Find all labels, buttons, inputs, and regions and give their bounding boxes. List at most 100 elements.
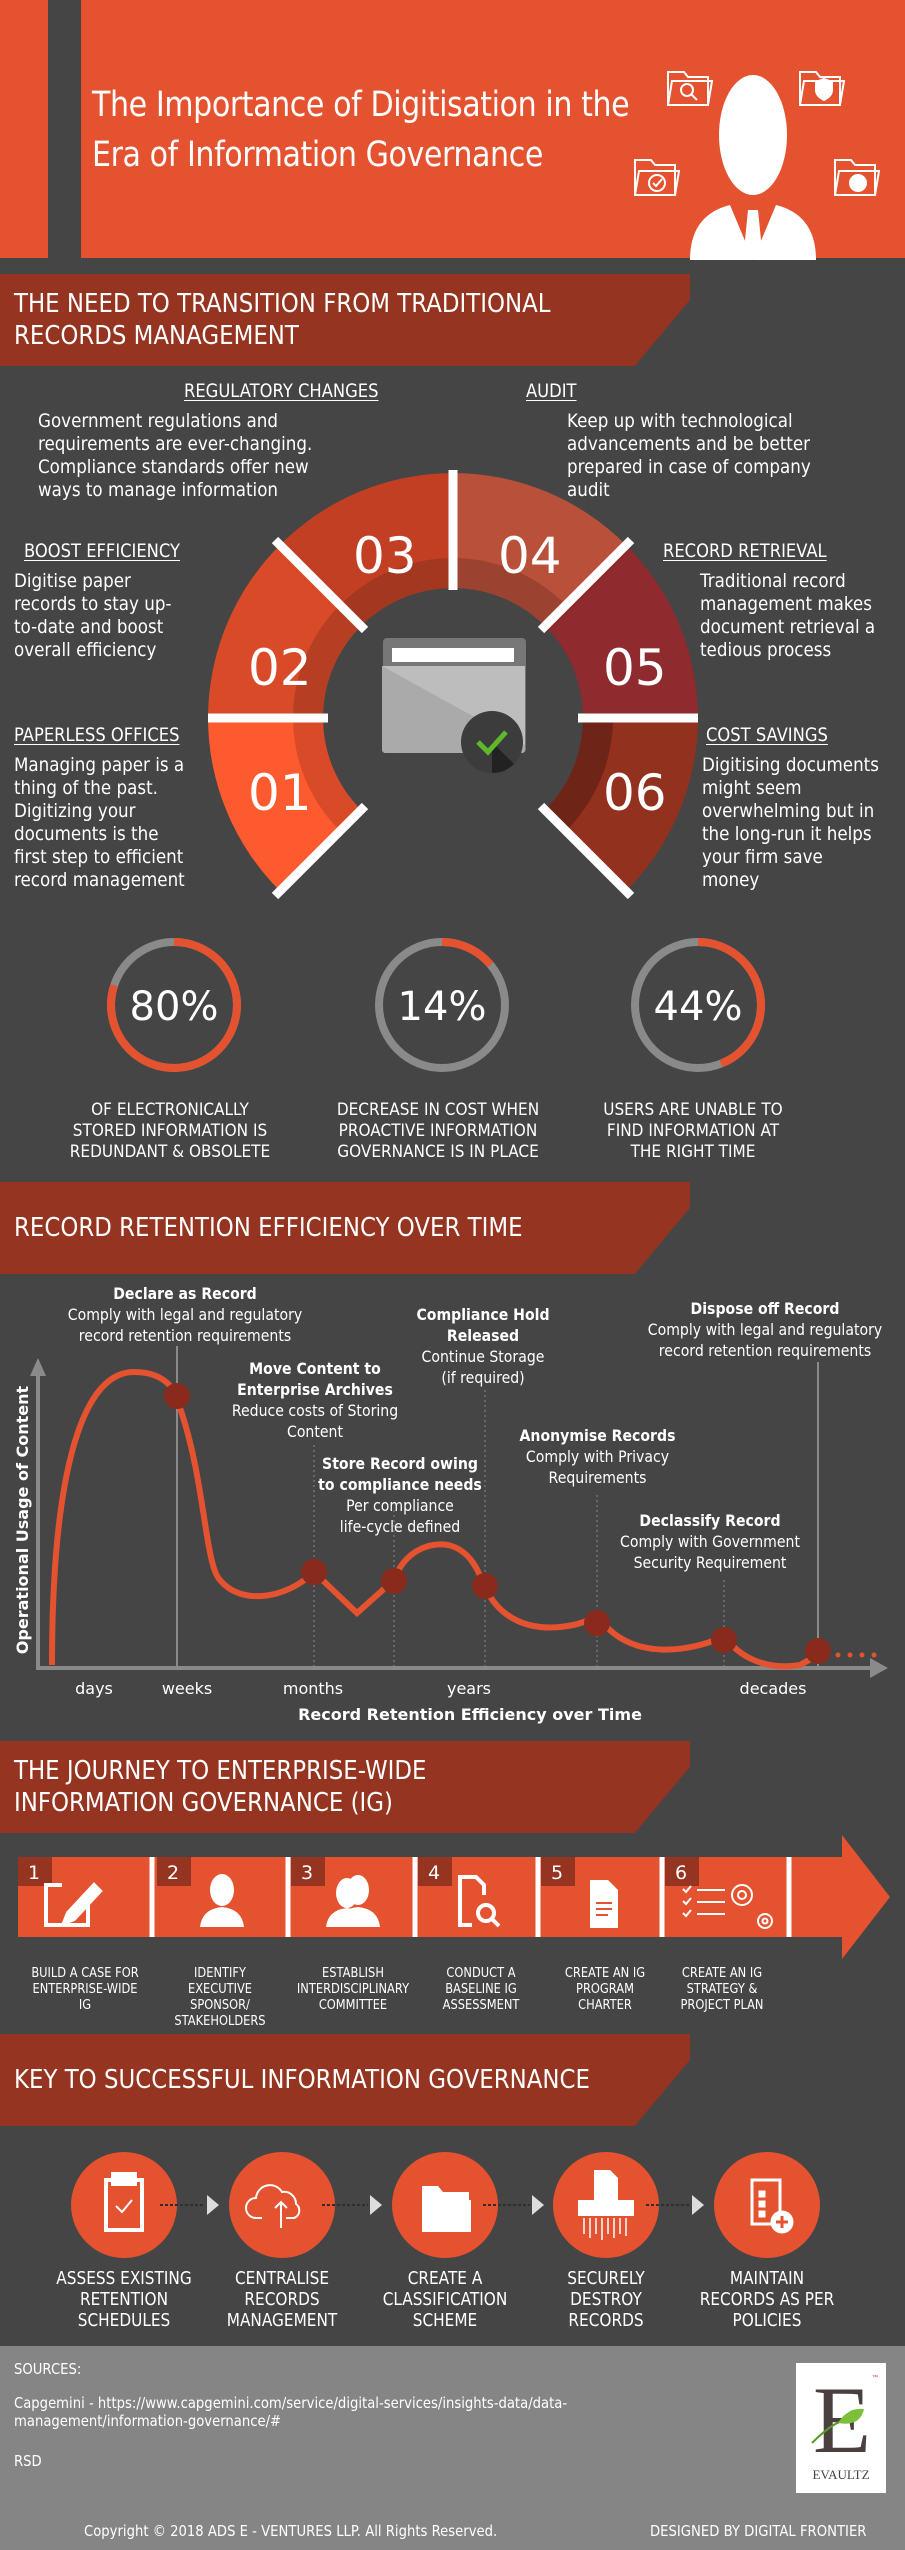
section-heading: RECORDS MANAGEMENT: [14, 321, 299, 351]
retention-chart: days weeks months years decades Record R…: [13, 1346, 888, 1724]
annotation-anonymise: Anonymise Records Comply with Privacy Req…: [519, 1426, 676, 1487]
annotation-archive: Move Content to Enterprise Archives Reduc…: [231, 1359, 399, 1441]
step-label: ESTABLISH INTERDISCIPLINARY COMMITTEE: [296, 1966, 410, 2013]
segment-number: 05: [603, 639, 667, 697]
x-tick: years: [447, 1679, 491, 1698]
topic-title-cost: COST SAVINGS: [706, 724, 828, 746]
folder-search-icon: [667, 71, 714, 106]
source-link[interactable]: Capgemini - https://www.capgemini.com/se…: [14, 2394, 568, 2430]
key-label: MAINTAIN RECORDS AS PER POLICIES: [699, 2268, 835, 2331]
x-axis-label: Record Retention Efficiency over Time: [298, 1705, 642, 1724]
section-banner-transition: THE NEED TO TRANSITION FROM TRADITIONAL …: [0, 274, 690, 366]
step-number: 3: [301, 1862, 313, 1884]
hero-accent-bar: [48, 0, 81, 258]
stat-value: 80%: [130, 984, 219, 1030]
topic-text-efficiency: Digitise paper records to stay up- to-da…: [14, 570, 172, 661]
cloud-upload-icon: [245, 2184, 301, 2228]
step-label: CREATE AN IG STRATEGY & PROJECT PLAN: [680, 1966, 764, 2013]
document-icon: [590, 1880, 618, 1928]
topic-title-paperless: PAPERLESS OFFICES: [14, 724, 180, 746]
topic-text-regulatory: Government regulations and requirements …: [38, 410, 313, 501]
clipboard-check-icon: [104, 2172, 144, 2232]
step-number: 4: [428, 1862, 440, 1884]
designed-by: DESIGNED BY DIGITAL FRONTIER: [650, 2522, 867, 2540]
section-banner-retention: RECORD RETENTION EFFICIENCY OVER TIME: [0, 1182, 690, 1274]
step-number: 2: [167, 1862, 179, 1884]
topic-text-paperless: Managing paper is a thing of the past. D…: [14, 754, 185, 891]
folder-icon: [422, 2186, 471, 2232]
stat-ring-80: 80%: [107, 938, 241, 1072]
x-tick: decades: [740, 1679, 807, 1698]
section-heading: INFORMATION GOVERNANCE (IG): [14, 1788, 393, 1818]
copyright: Copyright © 2018 ADS E - VENTURES LLP. A…: [84, 2522, 498, 2540]
topic-text-audit: Keep up with technological advancements …: [567, 410, 811, 501]
step-label: CREATE AN IG PROGRAM CHARTER: [564, 1966, 646, 2013]
stat-value: 14%: [398, 984, 487, 1030]
hero-illustration: [634, 71, 881, 260]
key-label: CENTRALISE RECORDS MANAGEMENT: [226, 2268, 338, 2331]
step-number: 5: [551, 1862, 563, 1884]
annotation-dispose: Dispose off Record Comply with legal and …: [647, 1299, 883, 1360]
document-search-icon: [458, 1875, 501, 1928]
folder-check-center-icon: [382, 638, 526, 774]
source-rsd: RSD: [14, 2452, 42, 2470]
step-label: BUILD A CASE FOR ENTERPRISE-WIDE IG: [31, 1966, 139, 2013]
segment-number: 02: [248, 639, 312, 697]
six-segment-arc: 01 02 03 04 05 06: [208, 470, 698, 900]
footer: SOURCES: Capgemini - https://www.capgemi…: [0, 2346, 905, 2550]
topic-title-audit: AUDIT: [526, 380, 577, 402]
step-number: 1: [28, 1862, 40, 1884]
section-heading: THE NEED TO TRANSITION FROM TRADITIONAL: [14, 289, 551, 319]
keys-flow: [71, 2152, 820, 2258]
key-label: CREATE A CLASSIFICATION SCHEME: [382, 2268, 508, 2331]
businessman-icon: [690, 75, 816, 260]
annotation-store: Store Record owing to compliance needs Pe…: [318, 1454, 482, 1536]
stat-label: USERS ARE UNABLE TO FIND INFORMATION AT …: [603, 1100, 783, 1162]
section-heading: THE JOURNEY TO ENTERPRISE-WIDE: [14, 1756, 427, 1786]
x-tick: months: [283, 1679, 343, 1698]
checklist-gears-icon: [682, 1884, 773, 1929]
stat-value: 44%: [654, 984, 743, 1030]
group-icon: [326, 1875, 380, 1927]
key-label: SECURELY DESTROY RECORDS: [567, 2268, 645, 2331]
section-banner-keys: KEY TO SUCCESSFUL INFORMATION GOVERNANCE: [0, 2034, 690, 2126]
topic-title-retrieval: RECORD RETRIEVAL: [663, 540, 827, 562]
section-heading: KEY TO SUCCESSFUL INFORMATION GOVERNANCE: [14, 2065, 590, 2095]
folder-shield-icon: [799, 71, 846, 106]
annotation-hold: Compliance Hold Released Continue Storage…: [416, 1305, 550, 1387]
segment-number: 04: [498, 527, 562, 585]
stat-label: DECREASE IN COST WHEN PROACTIVE INFORMAT…: [336, 1100, 540, 1162]
step-label: CONDUCT A BASELINE IG ASSESSMENT: [442, 1966, 520, 2013]
leaf-icon: [811, 2408, 864, 2444]
milestone-dots: [164, 1383, 831, 1664]
stat-ring-14: 14%: [375, 938, 509, 1072]
segment-number: 01: [248, 764, 312, 822]
section-banner-journey: THE JOURNEY TO ENTERPRISE-WIDE INFORMATI…: [0, 1741, 690, 1833]
x-tick: weeks: [162, 1679, 212, 1698]
sources-label: SOURCES:: [14, 2360, 82, 2378]
step-number: 6: [675, 1862, 687, 1884]
folder-info-icon: [834, 159, 881, 196]
section-heading: RECORD RETENTION EFFICIENCY OVER TIME: [14, 1213, 523, 1243]
key-label: ASSESS EXISTING RETENTION SCHEDULES: [56, 2268, 192, 2331]
topic-text-retrieval: Traditional record management makes docu…: [700, 570, 876, 661]
annotation-declare: Declare as Record Comply with legal and r…: [67, 1284, 303, 1345]
stat-label: OF ELECTRONICALLY STORED INFORMATION IS …: [69, 1100, 271, 1162]
stat-ring-44: 44%: [631, 938, 765, 1072]
annotation-declassify: Declassify Record Comply with Government …: [620, 1511, 800, 1572]
topic-text-cost: Digitising documents might seem overwhel…: [702, 754, 879, 891]
evaultz-logo: E ™ EVAULTZ: [796, 2363, 886, 2493]
y-axis-label: Operational Usage of Content: [13, 1385, 32, 1654]
stats-row: 80% 14% 44% OF ELECTRONICALLY STORED INF…: [0, 925, 905, 1175]
hero-divider: [0, 258, 905, 272]
topic-title-efficiency: BOOST EFFICIENCY: [24, 540, 181, 562]
executive-icon: [200, 1874, 244, 1927]
step-label: IDENTIFY EXECUTIVE SPONSOR/ STAKEHOLDERS: [174, 1966, 266, 2029]
journey-arrow: 1 2 3 4 5 6: [18, 1835, 890, 1959]
topic-title-regulatory: REGULATORY CHANGES: [184, 380, 379, 402]
edit-pencil-icon: [44, 1882, 103, 1927]
segment-number: 06: [603, 764, 667, 822]
page-title: The Importance of Digitisation in the Er…: [92, 85, 630, 175]
segment-number: 03: [353, 527, 417, 585]
x-tick: days: [75, 1679, 113, 1698]
